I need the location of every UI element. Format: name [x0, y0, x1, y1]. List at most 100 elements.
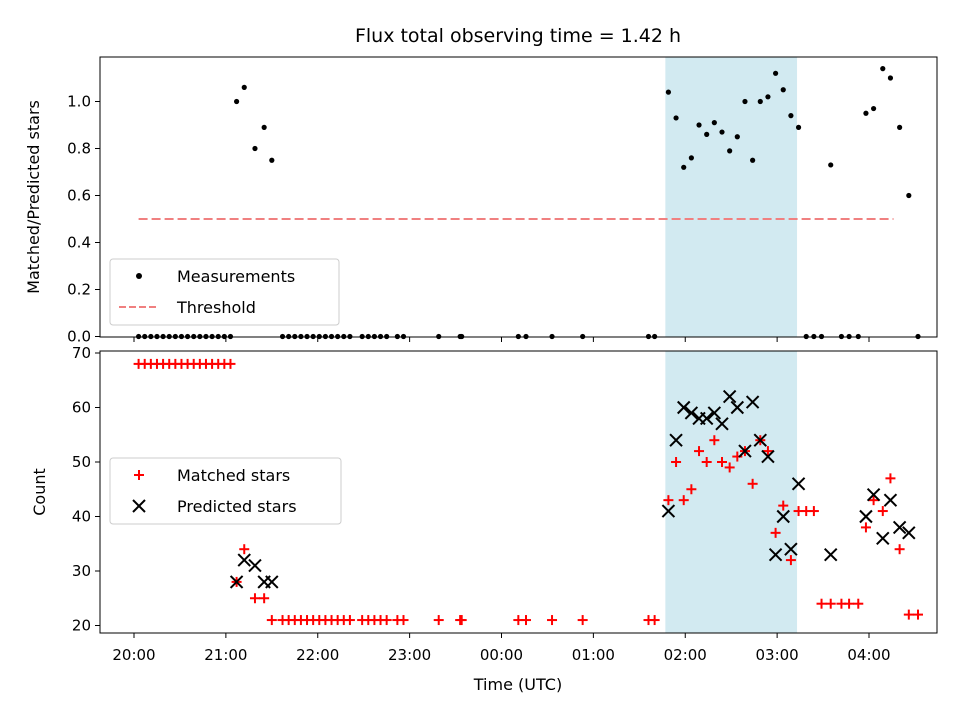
matched-star-point: [694, 446, 705, 457]
matched-star-point: [868, 495, 879, 506]
bottom-legend: Matched stars Predicted stars: [109, 457, 342, 525]
matched-star-point: [770, 527, 781, 538]
measurement-point: [906, 192, 912, 199]
top-legend-frame: [109, 258, 340, 326]
bottom-x-tick-label: 22:00: [296, 646, 339, 664]
measurement-point: [863, 110, 869, 116]
predicted-star-point: [669, 433, 683, 447]
legend-predicted-label: Predicted stars: [177, 497, 297, 516]
top-legend: Measurements Threshold: [109, 258, 340, 326]
legend-measurements-marker: [136, 273, 142, 279]
predicted-star-point: [745, 395, 760, 409]
measurement-point: [241, 84, 247, 90]
measurement-point: [870, 105, 877, 112]
matched-star-point: [747, 478, 758, 489]
measurement-point: [750, 157, 756, 163]
legend-matched-label: Matched stars: [177, 466, 290, 485]
measurement-point: [269, 157, 275, 163]
predicted-star-point: [722, 389, 737, 404]
predicted-star-point: [902, 526, 916, 540]
measurement-point: [880, 66, 886, 72]
top-y-tick-label: 0.4: [67, 234, 91, 252]
bottom-plot-frame: [99, 350, 938, 634]
measurement-point: [772, 70, 779, 76]
matched-star-point: [225, 358, 236, 369]
matched-star-point: [816, 598, 827, 609]
bottom-y-tick-label: 70: [72, 344, 91, 362]
predicted-star-point: [265, 575, 279, 589]
measurement-point: [665, 89, 672, 95]
predicted-star-point: [892, 520, 907, 535]
measurement-point: [727, 148, 733, 154]
matched-star-point: [903, 609, 914, 620]
top-shaded-region: [665, 57, 798, 337]
legend-predicted-marker: [132, 499, 146, 513]
predicted-star-point: [866, 487, 881, 502]
predicted-star-point: [684, 406, 699, 420]
bottom-y-axis-label: Count: [30, 468, 49, 516]
predicted-star-point: [824, 547, 838, 562]
matched-star-point: [853, 598, 864, 609]
bottom-x-tick-label: 21:00: [204, 646, 247, 664]
matched-star-point: [686, 484, 697, 495]
measurement-point: [887, 75, 894, 81]
matched-star-point: [877, 506, 888, 517]
top-y-axis-label: Matched/Predicted stars: [24, 100, 43, 294]
matched-star-point: [259, 593, 270, 604]
measurement-point: [681, 164, 687, 170]
measurement-point: [673, 115, 679, 121]
measurement-point: [719, 129, 725, 135]
measurement-point: [252, 145, 258, 152]
bottom-x-tick-label: 00:00: [480, 646, 523, 664]
matched-star-point: [249, 593, 260, 604]
bottom-x-tick-label: 01:00: [572, 646, 615, 664]
measurement-point: [897, 124, 903, 130]
matched-star-point: [577, 615, 588, 626]
measurement-point: [742, 98, 748, 105]
bottom-x-tick-label: 03:00: [756, 646, 799, 664]
measurement-point: [688, 155, 694, 161]
bottom-y-tick-label: 50: [72, 453, 91, 471]
measurement-point: [261, 124, 267, 130]
predicted-star-point: [237, 553, 251, 567]
matched-star-point: [239, 544, 250, 555]
bottom-x-tick-label: 02:00: [664, 646, 707, 664]
predicted-star-point: [730, 400, 745, 415]
predicted-star-point: [707, 406, 722, 420]
matched-star-point: [808, 506, 819, 517]
matched-star-point: [663, 495, 674, 506]
top-panel: 0.0 0.2 0.4 0.6 0.8 1.0 Matched/Predicted sta…: [24, 56, 938, 346]
measurement-point: [765, 94, 771, 100]
predicted-star-point: [883, 493, 898, 507]
matched-star-point: [762, 446, 773, 457]
bottom-y-tick-label: 40: [72, 508, 91, 526]
matched-star-point: [521, 615, 531, 626]
top-y-tick-label: 0.6: [67, 187, 91, 205]
matched-star-point: [649, 615, 660, 626]
measurement-point: [734, 134, 740, 140]
predicted-star-point: [677, 400, 691, 415]
predicted-star-point: [715, 417, 729, 431]
matched-star-point: [433, 615, 444, 626]
bottom-panel: 20 30 40 50 60 70 20:00 21:00 22:00 23:00 00:00 01…: [30, 344, 938, 694]
predicted-star-point: [248, 558, 262, 573]
bottom-y-tick-label: 60: [72, 399, 91, 417]
bottom-y-tick-label: 30: [72, 562, 91, 580]
predicted-star-point: [859, 509, 873, 524]
top-y-tick-label: 1.0: [67, 93, 91, 111]
matched-star-point: [671, 457, 682, 467]
measurement-point: [780, 87, 786, 93]
predicted-star-point: [738, 444, 752, 458]
measurement-point: [711, 120, 717, 126]
bottom-x-tick-label: 23:00: [388, 646, 431, 664]
predicted-star-point: [776, 509, 790, 524]
matched-star-point: [778, 500, 789, 511]
top-y-tick-label: 0.2: [67, 281, 91, 299]
x-axis-label: Time (UTC): [473, 675, 562, 694]
legend-measurements-label: Measurements: [177, 267, 295, 286]
legend-matched-marker: [134, 470, 144, 480]
predicted-star-point: [699, 411, 714, 426]
matched-star-point: [717, 457, 727, 467]
matched-star-point: [913, 609, 923, 620]
top-plot-frame: [99, 56, 938, 338]
